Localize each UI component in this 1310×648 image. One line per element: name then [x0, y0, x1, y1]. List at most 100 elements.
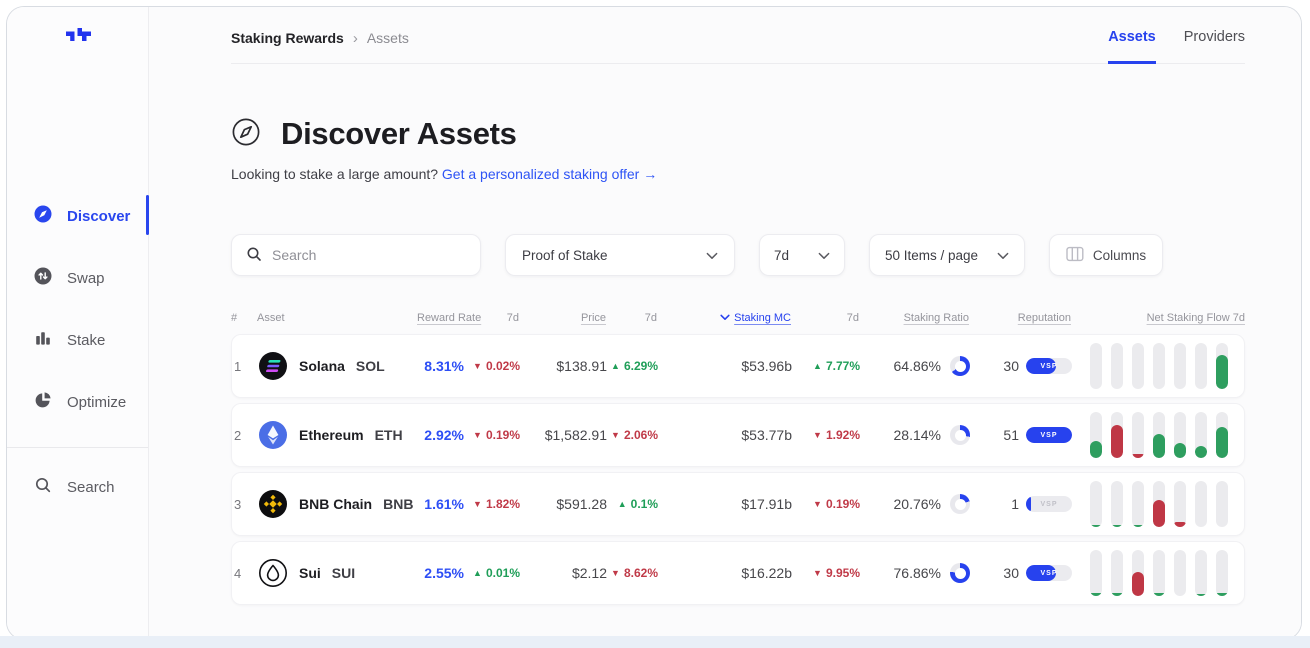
asset-name: Ethereum — [299, 427, 364, 443]
table-row[interactable]: 2 Ethereum ETH 2.92% ▼ 0.19% $1,582.91 ▼ 2… — [231, 403, 1245, 467]
table-row[interactable]: 4 Sui SUI 2.55% ▲ 0.01% $2.12 ▼ 8.62% $16.… — [231, 541, 1245, 605]
flow-bar — [1090, 412, 1102, 458]
sidebar-item-label: Discover — [67, 208, 131, 225]
reputation-cell: 30 VSP — [970, 358, 1072, 374]
table-row[interactable]: 3 BNB Chain BNB 1.61% ▼ 1.82% $591.28 ▲ 0.… — [231, 472, 1245, 536]
sidebar-item-stake[interactable]: Stake — [7, 317, 148, 364]
columns-button-label: Columns — [1092, 247, 1147, 263]
asset-name: Sui — [299, 565, 321, 581]
optimize-icon — [34, 391, 52, 414]
protocol-select[interactable]: Proof of Stake — [505, 234, 735, 276]
header-net-staking-flow[interactable]: Net Staking Flow 7d — [1146, 312, 1245, 324]
hero-subtitle: Looking to stake a large amount? — [231, 166, 439, 182]
header-price[interactable]: Price — [580, 312, 606, 324]
reputation-cell: 1 VSP — [970, 496, 1072, 512]
header-staking-mc[interactable]: Staking MC — [657, 312, 791, 324]
breadcrumb-separator: › — [352, 29, 358, 47]
sidebar-nav: Discover Swap Stake Optimize — [7, 193, 149, 526]
reputation-cell: 30 VSP — [970, 565, 1072, 581]
sidebar-item-label: Optimize — [67, 394, 127, 411]
flow-bar — [1174, 412, 1186, 458]
sidebar-item-swap[interactable]: Swap — [7, 255, 148, 302]
reputation-badge: VSP — [1026, 358, 1072, 374]
rank: 1 — [234, 358, 242, 374]
search-field[interactable] — [231, 234, 481, 276]
asset-cell: Solana SOL — [258, 351, 418, 381]
page-bottom-strip — [0, 636, 1310, 648]
chevron-down-icon — [706, 248, 718, 263]
reputation-badge-fill — [1026, 565, 1056, 581]
staking-rewards-logo[interactable] — [65, 27, 148, 47]
flow-bar — [1195, 550, 1207, 596]
asset-cell: Sui SUI — [258, 558, 418, 588]
period-select[interactable]: 7d — [759, 234, 845, 276]
breadcrumb-root[interactable]: Staking Rewards — [231, 30, 344, 46]
sidebar-item-discover[interactable]: Discover — [7, 193, 149, 240]
flow-bar — [1174, 343, 1186, 389]
personalized-offer-link[interactable]: Get a personalized staking offer → — [441, 166, 658, 182]
asset-symbol: BNB — [383, 496, 414, 512]
reward-rate: 2.55% — [424, 565, 464, 581]
staking-ratio-cell: 28.14% — [860, 425, 970, 445]
flow-bar — [1090, 481, 1102, 527]
header-reward-rate[interactable]: Reward Rate — [417, 312, 482, 324]
filter-bar: Proof of Stake 7d 50 Items / page Column… — [231, 234, 1245, 276]
flow-bar — [1132, 550, 1144, 596]
reward-rate-7d-change: ▲ 0.01% — [473, 566, 520, 580]
page-size-select-value: 50 Items / page — [885, 247, 979, 263]
sidebar-item-search[interactable]: Search — [7, 464, 148, 511]
swap-icon — [34, 267, 52, 290]
header-price-7d: 7d — [644, 312, 657, 324]
flow-bar — [1195, 343, 1207, 389]
sidebar-item-optimize[interactable]: Optimize — [7, 379, 148, 426]
reward-rate: 1.61% — [424, 496, 464, 512]
search-input[interactable] — [272, 247, 466, 263]
sidebar-item-label: Swap — [67, 270, 105, 287]
staking-ratio-value: 28.14% — [893, 427, 941, 443]
stake-icon — [34, 329, 52, 352]
sidebar-item-label: Stake — [67, 332, 106, 349]
staking-mc: $17.91b — [741, 496, 792, 512]
compass-outline-icon — [231, 117, 261, 152]
flow-bar — [1174, 550, 1186, 596]
reward-rate-7d-change: ▼ 0.19% — [473, 428, 520, 442]
header-staking-ratio[interactable]: Staking Ratio — [903, 312, 969, 324]
price: $2.12 — [571, 565, 607, 581]
tab-providers[interactable]: Providers — [1183, 29, 1245, 45]
staking-mc-7d-change: ▼ 9.95% — [813, 566, 860, 580]
staking-ratio-value: 76.86% — [893, 565, 941, 581]
change-triangle-icon: ▼ — [473, 361, 482, 371]
staking-ratio-value: 20.76% — [893, 496, 941, 512]
page-size-select[interactable]: 50 Items / page — [869, 234, 1025, 276]
reputation-badge-fill — [1026, 427, 1072, 443]
header-reputation[interactable]: Reputation — [1017, 312, 1071, 324]
staking-ratio-ring — [950, 494, 970, 514]
flow-bar — [1153, 481, 1165, 527]
change-triangle-icon: ▼ — [813, 568, 822, 578]
price-7d-change: ▲ 0.1% — [617, 497, 658, 511]
protocol-select-value: Proof of Stake — [522, 247, 608, 263]
chevron-down-icon — [818, 248, 830, 263]
asset-symbol: SOL — [355, 358, 385, 374]
price-7d-change: ▲ 6.29% — [611, 359, 658, 373]
ethereum-icon — [258, 420, 288, 450]
flow-bar — [1111, 412, 1123, 458]
flow-bar — [1195, 412, 1207, 458]
header-rank: # — [231, 312, 238, 324]
columns-button[interactable]: Columns — [1049, 234, 1163, 276]
change-triangle-icon: ▲ — [473, 568, 482, 578]
header-staking-mc-7d: 7d — [846, 312, 859, 324]
change-triangle-icon: ▼ — [473, 430, 482, 440]
staking-ratio-value: 64.86% — [893, 358, 941, 374]
tab-assets[interactable]: Assets — [1108, 29, 1156, 64]
table-row[interactable]: 1 Solana SOL 8.31% ▼ 0.02% $138.91 ▲ 6.29%… — [231, 334, 1245, 398]
reputation-value: 30 — [1003, 565, 1019, 581]
view-tabs: Assets Providers — [1108, 29, 1245, 64]
columns-icon — [1066, 246, 1084, 265]
reward-rate-7d-change: ▼ 1.82% — [473, 497, 520, 511]
reputation-badge-label: VSP — [1040, 362, 1058, 370]
net-staking-flow — [1072, 412, 1240, 458]
change-triangle-icon: ▼ — [813, 499, 822, 509]
staking-ratio-ring — [950, 425, 970, 445]
reward-rate: 2.92% — [424, 427, 464, 443]
